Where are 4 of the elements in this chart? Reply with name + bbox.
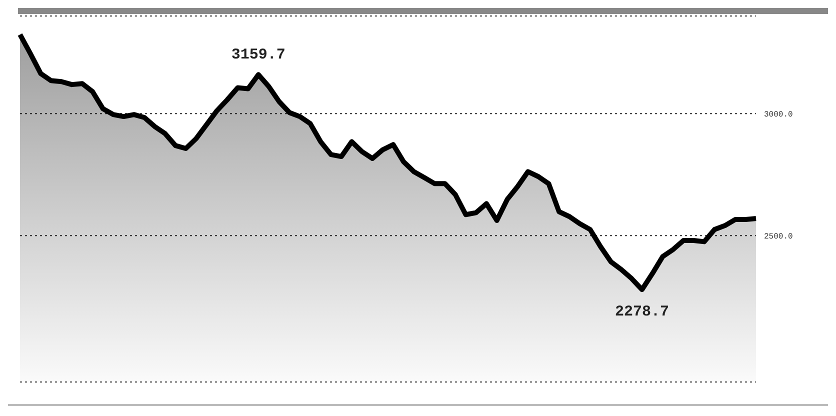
y-tick-label: 3000.0 [764, 110, 794, 120]
data-label: 3159.7 [231, 46, 286, 64]
y-tick-label: 2500.0 [764, 232, 794, 242]
data-label: 2278.7 [614, 304, 669, 321]
